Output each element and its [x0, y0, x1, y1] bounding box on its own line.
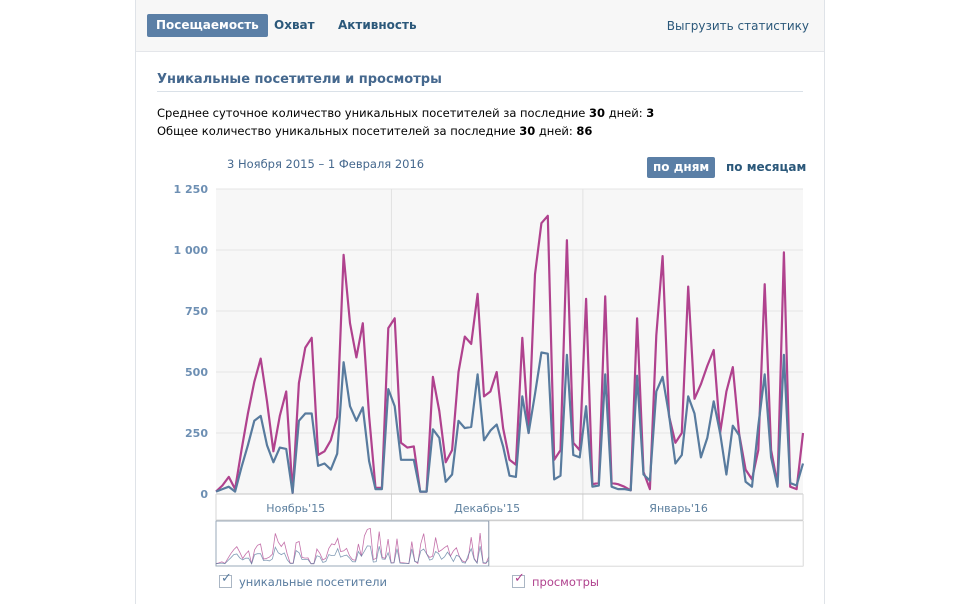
stat-total: Общее количество уникальных посетителей … [157, 124, 592, 138]
tab-activity[interactable]: Активность [338, 18, 417, 32]
legend-visitors-label: уникальные посетители [239, 575, 387, 589]
stat-daily-value: 3 [646, 106, 655, 120]
section-title: Уникальные посетители и просмотры [157, 72, 442, 87]
y-tick-label: 250 [185, 427, 208, 440]
series-line [215, 214, 805, 494]
y-tick-label: 1 250 [174, 183, 209, 196]
by-days-button[interactable]: по дням [647, 157, 716, 178]
date-range[interactable]: 3 Ноября 2015 – 1 Февраля 2016 [227, 157, 425, 171]
navigator-unselected[interactable] [489, 521, 803, 566]
check-icon: ✓ [514, 571, 525, 586]
navigator-series-line [215, 527, 490, 565]
stat-daily-mid: дней: [605, 106, 647, 120]
series-line [215, 351, 805, 494]
by-months-button[interactable]: по месяцам [726, 160, 807, 174]
check-icon: ✓ [221, 571, 232, 586]
export-stats-link[interactable]: Выгрузить статистику [666, 19, 809, 33]
y-tick-label: 1 000 [174, 244, 209, 257]
x-month-label: Ноябрь'15 [266, 502, 325, 515]
navigator-series-line [215, 545, 490, 565]
tab-bar: Посещаемость Охват Активность Выгрузить … [136, 0, 824, 52]
y-tick-label: 500 [185, 366, 208, 379]
checkbox-views[interactable]: ✓ [512, 571, 525, 588]
x-month-label: Январь'16 [649, 502, 708, 515]
plot-area [216, 189, 803, 494]
stat-daily-text: Среднее суточное количество уникальных п… [157, 106, 590, 120]
checkbox-visitors[interactable]: ✓ [219, 571, 232, 588]
stat-total-value: 86 [576, 124, 593, 138]
stat-total-mid: дней: [535, 124, 577, 138]
y-tick-label: 750 [185, 305, 208, 318]
stat-daily-average: Среднее суточное количество уникальных п… [157, 106, 654, 120]
section-divider [157, 91, 803, 92]
tab-attendance[interactable]: Посещаемость [147, 14, 268, 37]
stat-total-text: Общее количество уникальных посетителей … [157, 124, 520, 138]
stat-daily-days: 30 [589, 106, 606, 120]
y-tick-label: 0 [200, 488, 208, 501]
tab-reach[interactable]: Охват [274, 18, 315, 32]
navigator-selection [215, 520, 490, 567]
x-month-label: Декабрь'15 [454, 502, 520, 515]
stat-total-days: 30 [519, 124, 536, 138]
legend-views-label: просмотры [532, 575, 599, 589]
